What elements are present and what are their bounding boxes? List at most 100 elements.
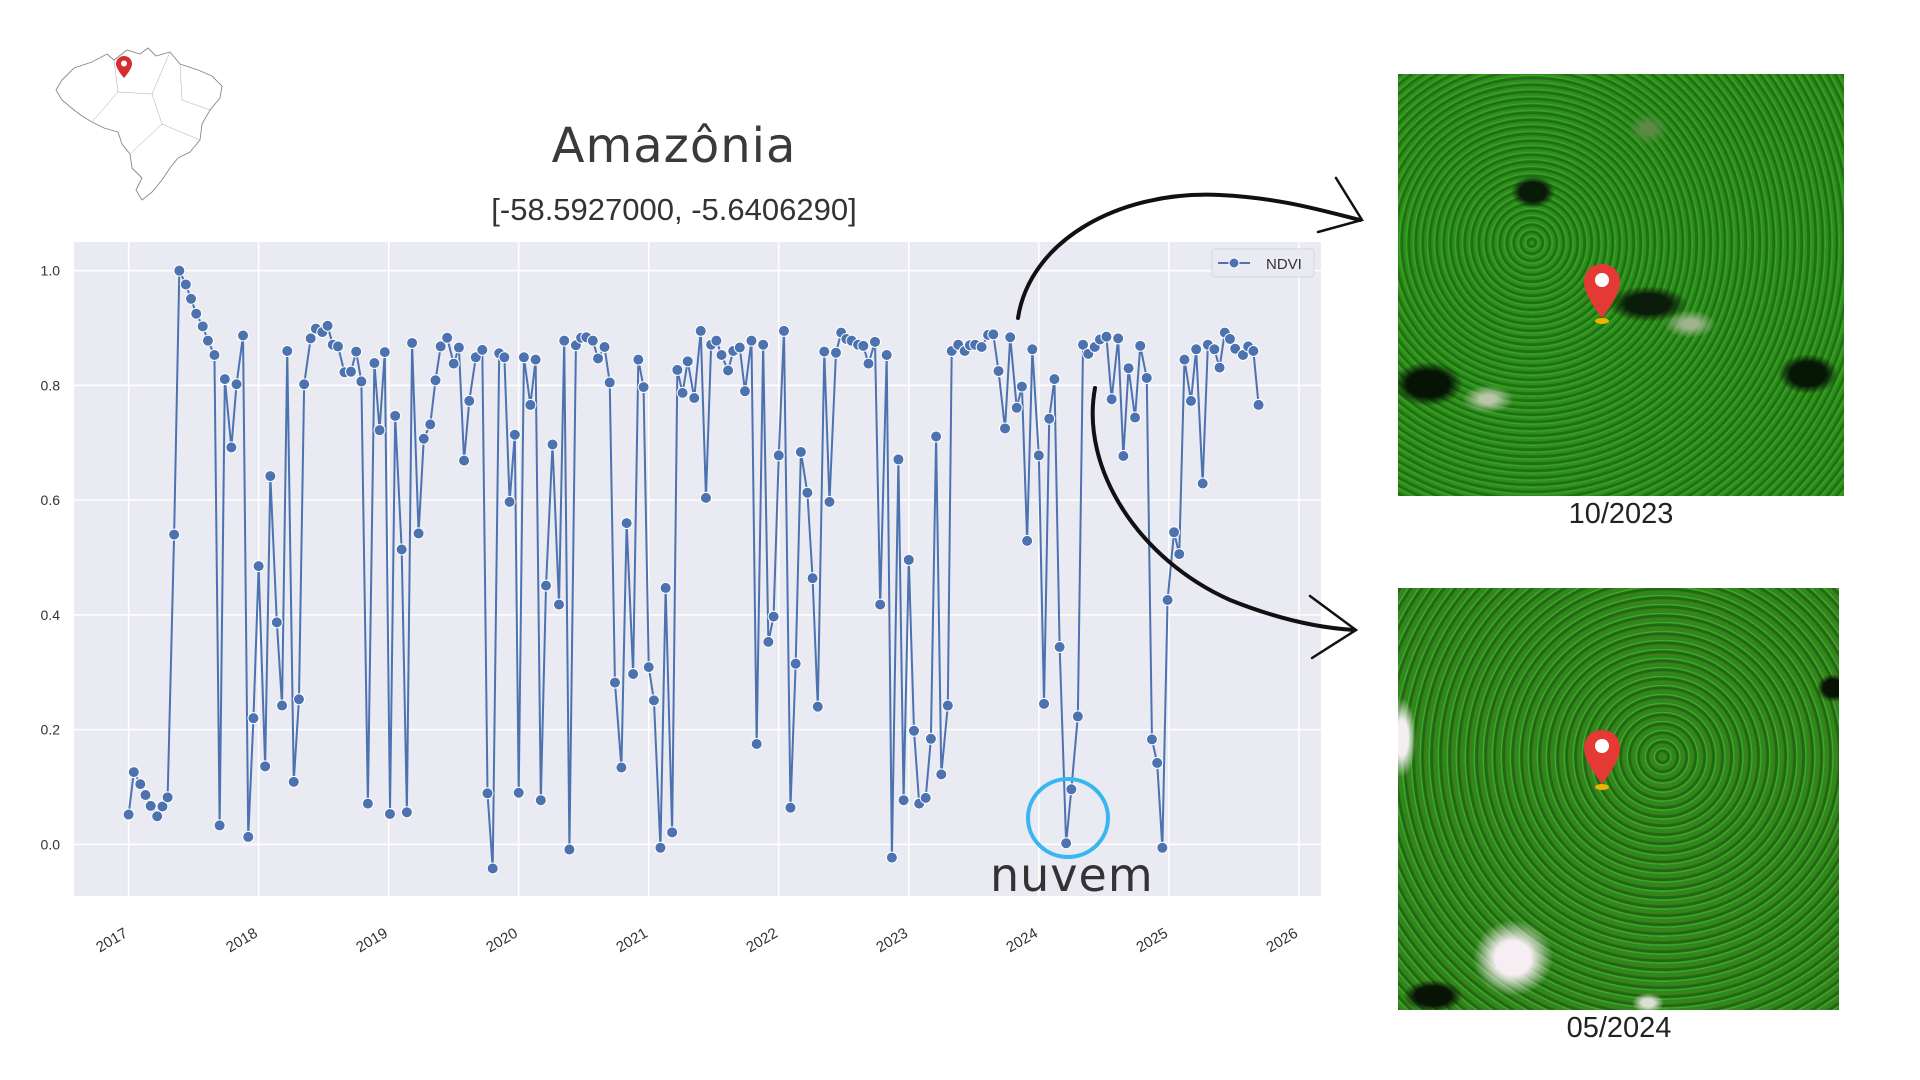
ndvi-point <box>237 329 250 342</box>
x-tick-label: 2018 <box>223 925 260 956</box>
ndvi-point <box>1122 362 1135 375</box>
x-tick-label: 2025 <box>1133 925 1170 956</box>
ndvi-point <box>168 528 181 541</box>
ndvi-point <box>757 338 770 351</box>
ndvi-point <box>767 610 780 623</box>
y-tick-label: 0.6 <box>41 492 61 508</box>
ndvi-point <box>885 851 898 864</box>
x-tick-label: 2022 <box>743 925 780 956</box>
ndvi-point <box>586 334 599 347</box>
ndvi-point <box>1184 394 1197 407</box>
ndvi-point <box>417 432 430 445</box>
ndvi-point <box>498 351 511 364</box>
ndvi-point <box>694 324 707 337</box>
ndvi-point <box>975 340 988 353</box>
ndvi-point <box>481 787 494 800</box>
ndvi-point <box>412 527 425 540</box>
ndvi-point <box>452 341 465 354</box>
location-pin-icon <box>1584 264 1620 324</box>
ndvi-point <box>620 517 633 530</box>
y-tick-label: 0.0 <box>41 836 61 852</box>
ndvi-point <box>463 394 476 407</box>
ndvi-point <box>344 365 357 378</box>
ndvi-point <box>331 340 344 353</box>
ndvi-point <box>1053 641 1066 654</box>
ndvi-point <box>1173 548 1186 561</box>
cloud-highlight-circle <box>1026 777 1110 859</box>
ndvi-point <box>139 789 152 802</box>
ndvi-point <box>902 553 915 566</box>
ndvi-point <box>361 797 374 810</box>
ndvi-point <box>1151 756 1164 769</box>
ndvi-point <box>476 343 489 356</box>
ndvi-point <box>1043 412 1056 425</box>
ndvi-point <box>897 794 910 807</box>
ndvi-point <box>373 424 386 437</box>
ndvi-point <box>603 376 616 389</box>
ndvi-point <box>1015 380 1028 393</box>
ndvi-point <box>546 438 559 451</box>
y-tick-label: 0.8 <box>41 377 61 393</box>
ndvi-point <box>1236 349 1249 362</box>
state-borders <box>91 51 211 155</box>
ndvi-point <box>1213 361 1226 374</box>
ndvi-point <box>676 386 689 399</box>
ndvi-point <box>1038 697 1051 710</box>
ndvi-point <box>264 470 277 483</box>
ndvi-point <box>777 324 790 337</box>
ndvi-point <box>144 799 157 812</box>
ndvi-point <box>1145 733 1158 746</box>
ndvi-point <box>935 768 948 781</box>
ndvi-point <box>919 791 932 804</box>
ndvi-point <box>190 307 203 320</box>
ndvi-point <box>1026 343 1039 356</box>
ndvi-point <box>637 381 650 394</box>
ndvi-point <box>1178 353 1191 366</box>
ndvi-point <box>378 346 391 359</box>
ndvi-point <box>225 441 238 454</box>
ndvi-point <box>1208 343 1221 356</box>
legend-label: NDVI <box>1266 256 1302 273</box>
ndvi-point <box>247 712 260 725</box>
ndvi-point <box>806 572 819 585</box>
ndvi-point <box>406 336 419 349</box>
ndvi-point <box>503 495 516 508</box>
ndvi-point <box>151 810 164 823</box>
ndvi-point <box>134 778 147 791</box>
y-tick-label: 0.2 <box>41 722 61 738</box>
ndvi-point <box>368 357 381 370</box>
ndvi-point <box>434 340 447 353</box>
ndvi-point <box>654 841 667 854</box>
ndvi-point <box>671 363 684 376</box>
ndvi-point <box>829 346 842 359</box>
ndvi-point <box>592 352 605 365</box>
x-tick-label: 2017 <box>93 925 130 956</box>
x-tick-label: 2020 <box>483 925 520 956</box>
ndvi-point <box>794 445 807 458</box>
ndvi-point <box>818 345 831 358</box>
ndvi-point <box>745 334 758 347</box>
ndvi-point <box>355 375 368 388</box>
ndvi-point <box>517 351 530 364</box>
image-date-label: 10/2023 <box>1568 498 1674 530</box>
ndvi-point <box>540 579 553 592</box>
ndvi-point <box>259 760 272 773</box>
ndvi-point <box>1117 449 1130 462</box>
ndvi-point <box>1168 526 1181 539</box>
ndvi-point <box>874 598 887 611</box>
ndvi-point <box>276 699 289 712</box>
ndvi-point <box>156 800 169 813</box>
ndvi-point <box>524 398 537 411</box>
ndvi-point <box>857 339 870 352</box>
ndvi-point <box>811 700 824 713</box>
ndvi-point <box>762 635 775 648</box>
ndvi-point <box>553 598 566 611</box>
ndvi-point <box>1112 332 1125 345</box>
ndvi-point <box>1021 534 1034 547</box>
y-tick-label: 0.4 <box>41 607 61 623</box>
ndvi-point <box>941 699 954 712</box>
ndvi-point <box>659 581 672 594</box>
ndvi-point <box>512 786 525 799</box>
ndvi-point <box>722 364 735 377</box>
ndvi-point <box>880 349 893 362</box>
